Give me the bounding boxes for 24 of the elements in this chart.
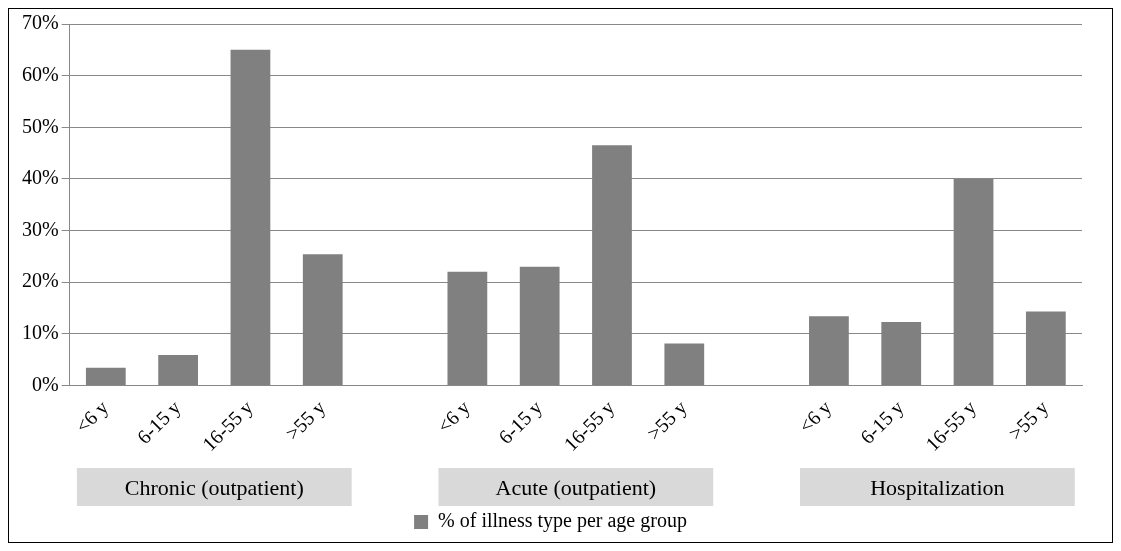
x-tick-label: >55 y: [642, 395, 692, 445]
text: Acute (outpatient): [495, 474, 657, 500]
x-tick-label: <6 y: [432, 395, 475, 438]
x-tick-label: 6-15 y: [855, 395, 909, 449]
x-tick-label: <6 y: [71, 395, 114, 438]
y-tick-label: 60%: [21, 62, 59, 85]
text: Chronic (outpatient): [124, 474, 304, 500]
y-tick-label: 70%: [21, 11, 59, 34]
legend-label: % of illness type per age group: [438, 509, 687, 533]
y-tick-label: 30%: [21, 217, 59, 240]
x-tick-label: >55 y: [1004, 395, 1054, 445]
y-tick-label: 40%: [21, 166, 59, 189]
x-tick-label: 6-15 y: [132, 395, 186, 449]
x-tick-label: 6-15 y: [494, 395, 547, 449]
bar: [158, 354, 199, 385]
y-tick-label: 50%: [21, 114, 59, 137]
x-tick-label: >55 y: [281, 395, 330, 445]
y-tick-label: 0%: [31, 372, 59, 395]
bar: [664, 343, 705, 385]
x-tick-label: <6 y: [794, 395, 837, 438]
bar: [85, 367, 126, 385]
y-tick-label: 10%: [21, 321, 59, 344]
text: Hospitalization: [870, 474, 1005, 500]
y-tick-label: 20%: [21, 269, 59, 292]
